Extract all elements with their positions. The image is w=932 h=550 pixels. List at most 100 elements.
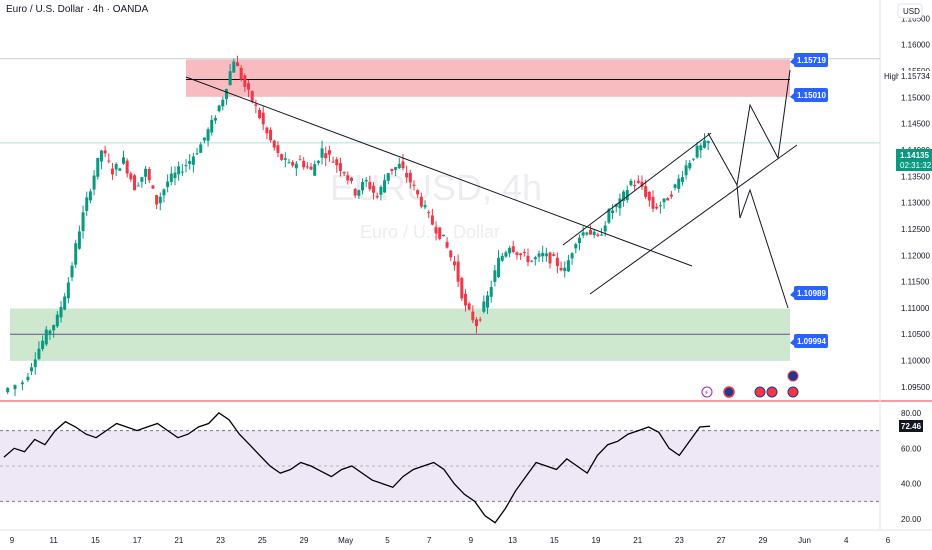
- candle-body[interactable]: [331, 161, 335, 163]
- candle-body[interactable]: [33, 359, 37, 368]
- candle-body[interactable]: [625, 190, 629, 201]
- candle-body[interactable]: [640, 181, 644, 187]
- candle-body[interactable]: [243, 75, 247, 87]
- us-flag-icon-4[interactable]: [787, 370, 799, 382]
- candle-body[interactable]: [85, 197, 89, 211]
- candle-body[interactable]: [416, 190, 420, 195]
- candle-body[interactable]: [357, 190, 361, 196]
- candle-body[interactable]: [199, 144, 203, 153]
- us-flag-icon-2[interactable]: [766, 386, 778, 398]
- candle-body[interactable]: [651, 196, 655, 209]
- candle-body[interactable]: [537, 253, 541, 257]
- currency-button[interactable]: [897, 3, 923, 19]
- candle-body[interactable]: [346, 175, 350, 181]
- candle-body[interactable]: [136, 185, 140, 187]
- candle-body[interactable]: [110, 168, 114, 175]
- rsi-line[interactable]: [3, 412, 711, 524]
- candle-body[interactable]: [405, 172, 409, 178]
- candle-body[interactable]: [195, 153, 199, 155]
- candle-body[interactable]: [114, 164, 118, 170]
- candle-body[interactable]: [66, 282, 70, 299]
- candle-body[interactable]: [452, 261, 456, 266]
- candle-body[interactable]: [511, 246, 515, 252]
- candle-body[interactable]: [673, 184, 677, 188]
- candle-body[interactable]: [103, 150, 107, 154]
- candle-body[interactable]: [140, 177, 144, 182]
- candle-body[interactable]: [372, 185, 376, 193]
- candle-body[interactable]: [316, 160, 320, 163]
- candle-body[interactable]: [81, 212, 85, 232]
- candle-body[interactable]: [658, 205, 662, 207]
- candle-body[interactable]: [563, 267, 567, 272]
- candle-body[interactable]: [559, 267, 563, 271]
- candle-body[interactable]: [644, 186, 648, 197]
- candle-body[interactable]: [600, 234, 604, 236]
- candle-body[interactable]: [666, 198, 670, 201]
- candle-body[interactable]: [669, 194, 673, 197]
- candle-body[interactable]: [177, 166, 181, 175]
- candle-body[interactable]: [232, 61, 236, 73]
- candle-body[interactable]: [552, 254, 556, 256]
- candle-body[interactable]: [342, 172, 346, 174]
- candle-body[interactable]: [390, 168, 394, 172]
- candle-body[interactable]: [544, 253, 548, 257]
- candle-body[interactable]: [276, 145, 280, 153]
- candle-body[interactable]: [217, 105, 221, 112]
- candle-body[interactable]: [320, 148, 324, 158]
- candle-body[interactable]: [379, 186, 383, 195]
- candle-body[interactable]: [26, 376, 30, 381]
- eu-flag-icon[interactable]: [723, 386, 735, 398]
- candle-body[interactable]: [585, 232, 589, 235]
- candle-body[interactable]: [191, 156, 195, 165]
- channel-lower-line[interactable]: [589, 144, 798, 295]
- candle-body[interactable]: [570, 253, 574, 259]
- candle-body[interactable]: [48, 330, 52, 334]
- candle-body[interactable]: [622, 191, 626, 201]
- candle-body[interactable]: [250, 90, 254, 102]
- candle-body[interactable]: [691, 158, 695, 160]
- candle-body[interactable]: [647, 191, 651, 201]
- candle-body[interactable]: [63, 296, 67, 310]
- candle-body[interactable]: [677, 178, 681, 189]
- us-flag-icon[interactable]: [754, 386, 766, 398]
- candle-body[interactable]: [224, 89, 228, 99]
- candle-body[interactable]: [456, 261, 460, 282]
- candle-body[interactable]: [41, 340, 45, 350]
- candle-body[interactable]: [258, 110, 262, 119]
- event-icons[interactable]: ⚡: [701, 370, 799, 398]
- time-axis[interactable]: 9 11 15 17 21 23 25 29 May 5 7 9 13 15 19 21 23 27 29 Jun 4 6: [10, 536, 891, 545]
- candle-body[interactable]: [147, 168, 151, 181]
- candle-body[interactable]: [338, 163, 342, 171]
- candle-body[interactable]: [291, 162, 295, 166]
- candle-body[interactable]: [592, 231, 596, 236]
- candle-body[interactable]: [445, 242, 449, 248]
- candle-body[interactable]: [497, 257, 501, 278]
- candle-body[interactable]: [118, 168, 122, 171]
- candle-body[interactable]: [655, 206, 659, 209]
- candle-body[interactable]: [173, 172, 177, 179]
- candle-body[interactable]: [20, 382, 24, 385]
- candle-body[interactable]: [412, 184, 416, 186]
- candle-body[interactable]: [202, 137, 206, 141]
- candle-body[interactable]: [526, 255, 530, 263]
- candle-body[interactable]: [254, 104, 258, 106]
- candle-body[interactable]: [368, 181, 372, 190]
- candle-body[interactable]: [158, 196, 162, 204]
- candle-body[interactable]: [324, 153, 328, 159]
- candle-body[interactable]: [566, 260, 570, 272]
- candle-body[interactable]: [607, 209, 611, 223]
- candle-body[interactable]: [92, 175, 96, 190]
- candle-body[interactable]: [247, 83, 251, 90]
- candle-body[interactable]: [533, 257, 537, 260]
- candle-body[interactable]: [383, 180, 387, 193]
- candle-body[interactable]: [287, 162, 291, 164]
- rsi-axis[interactable]: 80.00 60.00 40.00 20.00: [901, 409, 922, 524]
- candle-body[interactable]: [633, 184, 637, 186]
- annotation-label-resistance-mid[interactable]: 1.15010: [790, 88, 828, 102]
- candle-body[interactable]: [500, 255, 504, 261]
- candle-body[interactable]: [375, 195, 379, 198]
- candle-body[interactable]: [6, 388, 10, 393]
- candle-body[interactable]: [684, 165, 688, 176]
- candle-body[interactable]: [449, 250, 453, 258]
